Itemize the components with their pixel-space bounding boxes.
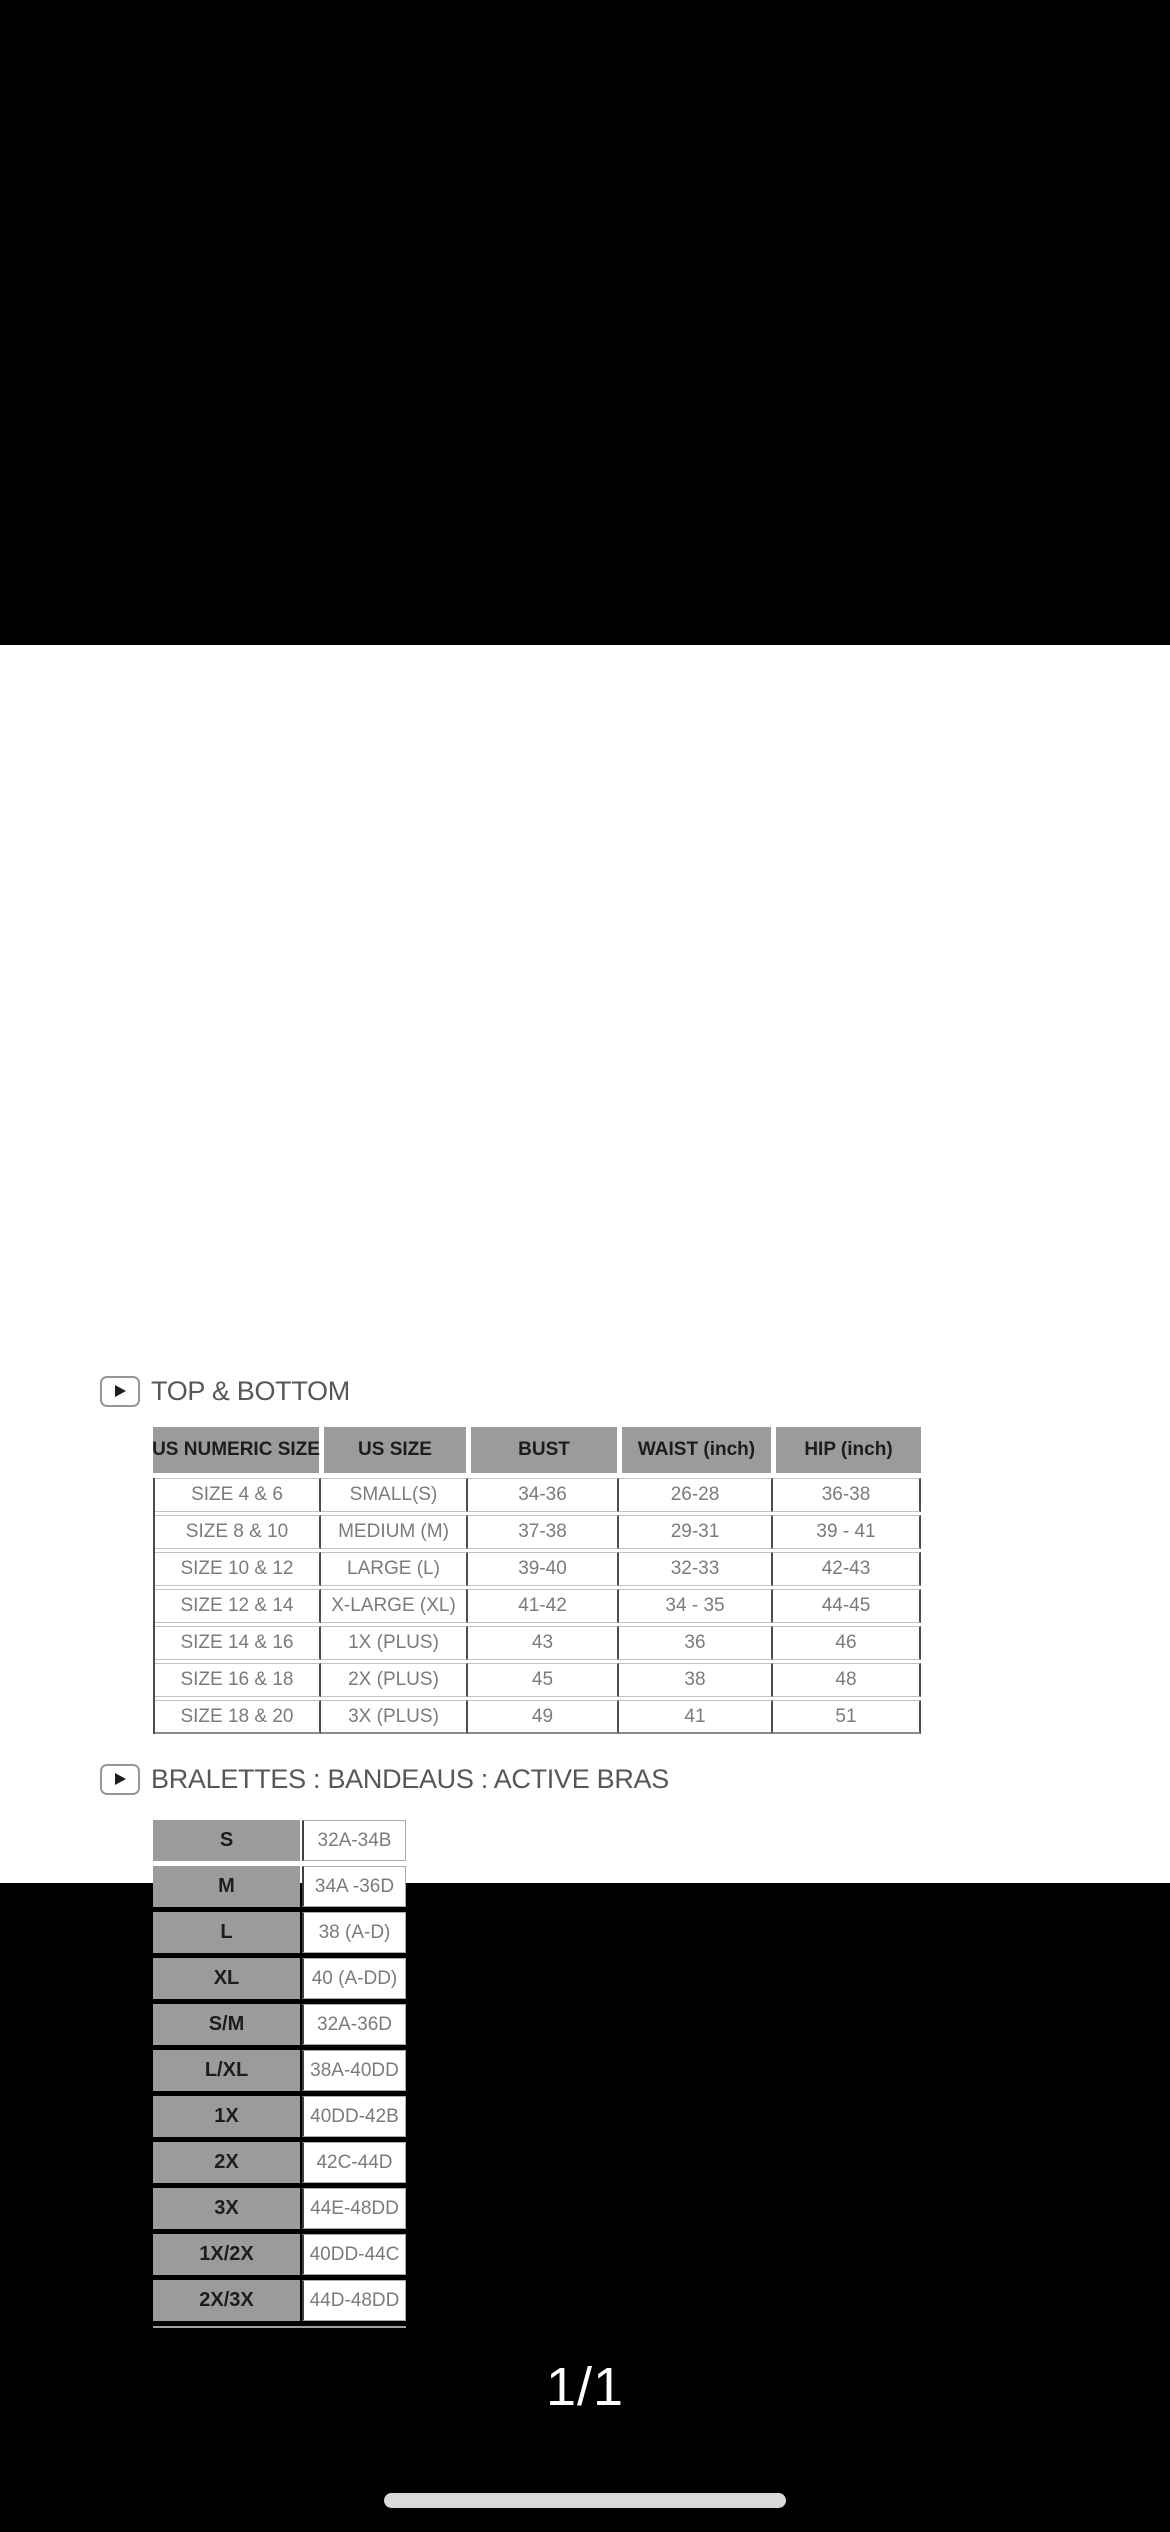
table-cell: 37-38 (468, 1515, 619, 1549)
table-cell: SIZE 8 & 10 (155, 1515, 321, 1549)
size-range-cell: 40 (A-DD) (302, 1958, 406, 1999)
table-cell: 41 (619, 1700, 773, 1734)
table-row: SIZE 16 & 18 2X (PLUS) 45 38 48 (155, 1663, 921, 1697)
size-chart-image[interactable]: TOP & BOTTOM US NUMERIC SIZE US SIZE BUST W… (0, 645, 1170, 2328)
table-row: SIZE 14 & 16 1X (PLUS) 43 36 46 (155, 1626, 921, 1660)
column-header: US SIZE (324, 1427, 466, 1473)
table-cell: LARGE (L) (321, 1552, 468, 1586)
table-row: XL 40 (A-DD) (153, 1958, 406, 1999)
table-cell: 48 (773, 1663, 921, 1697)
table-cell: SIZE 4 & 6 (155, 1478, 321, 1512)
table-row: SIZE 10 & 12 LARGE (L) 39-40 32-33 42-43 (155, 1552, 921, 1586)
table-row: L/XL 38A-40DD (153, 2050, 406, 2091)
size-label-cell: M (153, 1866, 300, 1907)
table-cell: 39 - 41 (773, 1515, 921, 1549)
size-label-cell: XL (153, 1958, 300, 1999)
size-range-cell: 38 (A-D) (302, 1912, 406, 1953)
size-range-cell: 32A-36D (302, 2004, 406, 2045)
home-indicator-handle[interactable] (384, 2493, 786, 2508)
table-cell: 46 (773, 1626, 921, 1660)
table-cell: 1X (PLUS) (321, 1626, 468, 1660)
column-header: BUST (471, 1427, 617, 1473)
section-top-bottom: TOP & BOTTOM (100, 1371, 350, 1411)
table-row: 2X/3X 44D-48DD (153, 2280, 406, 2321)
table-cell: 43 (468, 1626, 619, 1660)
table-cell: 45 (468, 1663, 619, 1697)
size-range-cell: 40DD-42B (302, 2096, 406, 2137)
table-row: L 38 (A-D) (153, 1912, 406, 1953)
table-row: SIZE 8 & 10 MEDIUM (M) 37-38 29-31 39 - … (155, 1515, 921, 1549)
table-cell: 41-42 (468, 1589, 619, 1623)
table-cell: SIZE 18 & 20 (155, 1700, 321, 1734)
table-row: 2X 42C-44D (153, 2142, 406, 2183)
column-header: HIP (inch) (776, 1427, 921, 1473)
table-cell: 2X (PLUS) (321, 1663, 468, 1697)
table-cell: 29-31 (619, 1515, 773, 1549)
table-cell: 49 (468, 1700, 619, 1734)
size-label-cell: 2X (153, 2142, 300, 2183)
table-cell: MEDIUM (M) (321, 1515, 468, 1549)
table-row: 1X/2X 40DD-44C (153, 2234, 406, 2275)
table-cell: 36-38 (773, 1478, 921, 1512)
table-cell: 34-36 (468, 1478, 619, 1512)
table-cell: SIZE 14 & 16 (155, 1626, 321, 1660)
table-cell: 34 - 35 (619, 1589, 773, 1623)
table-cell: 38 (619, 1663, 773, 1697)
table-cell: 39-40 (468, 1552, 619, 1586)
table-row: SIZE 12 & 14 X-LARGE (XL) 41-42 34 - 35 … (155, 1589, 921, 1623)
size-label-cell: L (153, 1912, 300, 1953)
size-label-cell: 3X (153, 2188, 300, 2229)
size-label-cell: 1X/2X (153, 2234, 300, 2275)
section-title: TOP & BOTTOM (151, 1375, 350, 1406)
size-label-cell: 2X/3X (153, 2280, 300, 2321)
table-cell: SIZE 12 & 14 (155, 1589, 321, 1623)
top-bottom-table: US NUMERIC SIZE US SIZE BUST WAIST (inch) HI… (152, 1427, 921, 1737)
size-range-cell: 44D-48DD (302, 2280, 406, 2321)
section-bralettes: BRALETTES : BANDEAUS : ACTIVE BRAS (100, 1759, 669, 1799)
table-cell: 51 (773, 1700, 921, 1734)
size-label-cell: L/XL (153, 2050, 300, 2091)
table-cell: SIZE 10 & 12 (155, 1552, 321, 1586)
table-row: S/M 32A-36D (153, 2004, 406, 2045)
play-icon (100, 1763, 140, 1795)
table-cell: SIZE 16 & 18 (155, 1663, 321, 1697)
table-body: SIZE 4 & 6 SMALL(S) 34-36 26-28 36-38 SI… (153, 1478, 921, 1734)
table-cell: SMALL(S) (321, 1478, 468, 1512)
size-range-cell: 42C-44D (302, 2142, 406, 2183)
bralettes-table: S 32A-34B M 34A -36D L 38 (A-D) XL 40 (A… (153, 1820, 406, 2328)
table-row: M 34A -36D (153, 1866, 406, 1907)
play-icon (100, 1375, 140, 1407)
table-row: 3X 44E-48DD (153, 2188, 406, 2229)
table-cell: 42-43 (773, 1552, 921, 1586)
table-cell: X-LARGE (XL) (321, 1589, 468, 1623)
size-range-cell: 34A -36D (302, 1866, 406, 1907)
table-cell: 26-28 (619, 1478, 773, 1512)
table-header-row: US NUMERIC SIZE US SIZE BUST WAIST (inch) HI… (152, 1427, 921, 1473)
table-row: S 32A-34B (153, 1820, 406, 1861)
section-title: BRALETTES : BANDEAUS : ACTIVE BRAS (151, 1763, 669, 1794)
table-row: 1X 40DD-42B (153, 2096, 406, 2137)
table-cell: 32-33 (619, 1552, 773, 1586)
size-label-cell: S/M (153, 2004, 300, 2045)
table-cell: 36 (619, 1626, 773, 1660)
size-label-cell: S (153, 1820, 300, 1861)
table-row: SIZE 4 & 6 SMALL(S) 34-36 26-28 36-38 (155, 1478, 921, 1512)
column-header: US NUMERIC SIZE (152, 1427, 320, 1473)
size-range-cell: 38A-40DD (302, 2050, 406, 2091)
table-row: SIZE 18 & 20 3X (PLUS) 49 41 51 (155, 1700, 921, 1734)
size-range-cell: 32A-34B (302, 1820, 406, 1861)
table-cell: 44-45 (773, 1589, 921, 1623)
size-range-cell: 40DD-44C (302, 2234, 406, 2275)
table-cell: 3X (PLUS) (321, 1700, 468, 1734)
column-header: WAIST (inch) (622, 1427, 771, 1473)
size-label-cell: 1X (153, 2096, 300, 2137)
size-range-cell: 44E-48DD (302, 2188, 406, 2229)
page-indicator: 1/1 (545, 2357, 625, 2417)
